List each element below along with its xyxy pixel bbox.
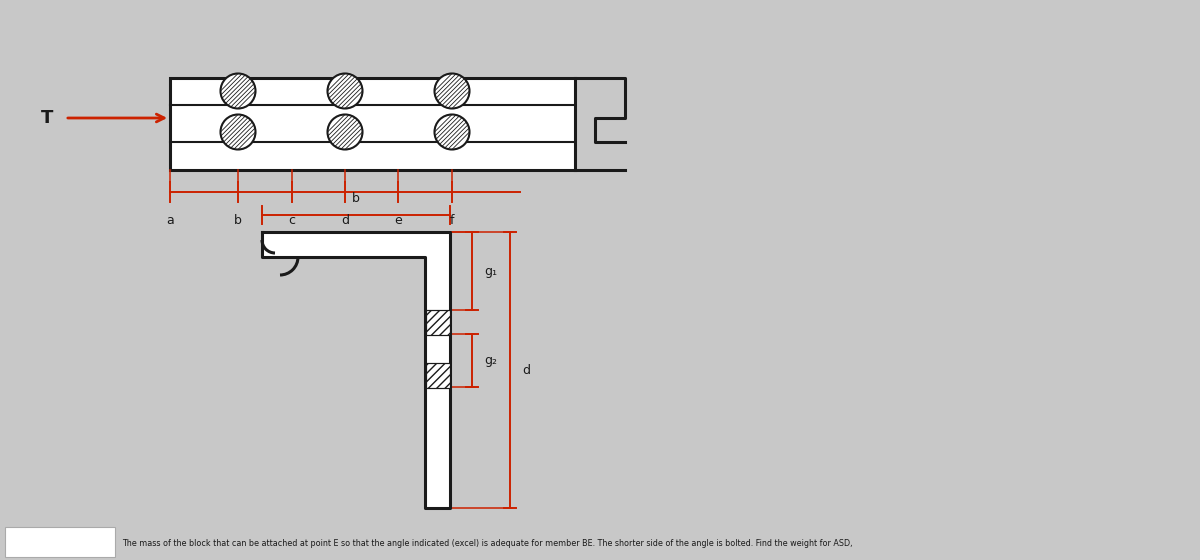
- Text: The mass of the block that can be attached at point E so that the angle indicate: The mass of the block that can be attach…: [122, 539, 852, 548]
- Circle shape: [221, 73, 256, 109]
- Text: c: c: [288, 214, 295, 227]
- Text: e: e: [394, 214, 402, 227]
- Text: g₂: g₂: [484, 354, 497, 367]
- Circle shape: [328, 114, 362, 150]
- Text: d: d: [341, 214, 349, 227]
- Circle shape: [328, 73, 362, 109]
- Bar: [426, 310, 450, 334]
- Text: f: f: [450, 214, 455, 227]
- Bar: [426, 362, 450, 388]
- Circle shape: [221, 114, 256, 150]
- Circle shape: [434, 114, 469, 150]
- Bar: [170, 78, 575, 170]
- Text: g₁: g₁: [484, 264, 497, 278]
- Circle shape: [434, 73, 469, 109]
- Text: b: b: [352, 192, 360, 205]
- Text: a: a: [166, 214, 174, 227]
- Text: T: T: [41, 109, 53, 127]
- Bar: [426, 362, 450, 388]
- Polygon shape: [262, 232, 450, 508]
- Bar: [426, 310, 450, 334]
- Bar: [5, 527, 115, 557]
- Text: d: d: [522, 363, 530, 376]
- Text: b: b: [234, 214, 242, 227]
